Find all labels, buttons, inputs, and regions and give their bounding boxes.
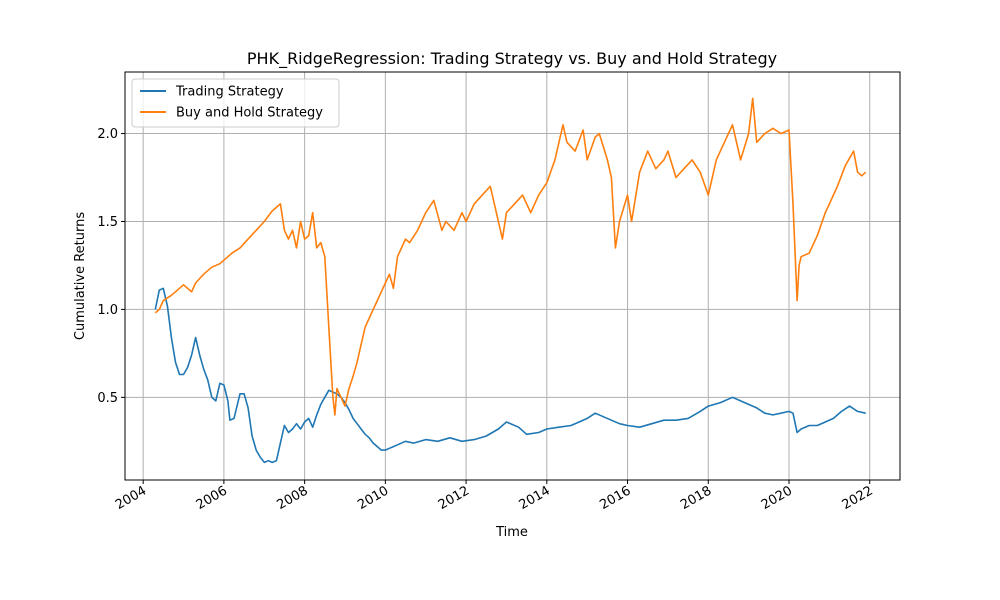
x-axis-label: Time	[495, 525, 528, 540]
y-axis: 0.5 1.0 1.5 2.0	[97, 127, 125, 406]
legend-box	[131, 78, 340, 128]
legend: Trading Strategy Buy and Hold Strategy	[131, 78, 340, 128]
series-lines	[154, 97, 867, 464]
series-line-trading-strategy	[154, 287, 866, 464]
y-tick-label: 1.0	[97, 303, 118, 318]
y-tick-label: 2.0	[97, 127, 118, 142]
y-axis-label: Cumulative Returns	[73, 212, 88, 340]
series-line-buy-and-hold-strategy	[154, 97, 867, 416]
legend-label-trading-strategy: Trading Strategy	[175, 85, 284, 100]
y-tick-label: 0.5	[97, 391, 118, 406]
chart-title: PHK_RidgeRegression: Trading Strategy vs…	[247, 49, 777, 69]
y-tick-label: 1.5	[97, 215, 118, 230]
plot-frame	[124, 71, 901, 481]
legend-label-buy-and-hold-strategy: Buy and Hold Strategy	[176, 106, 323, 121]
